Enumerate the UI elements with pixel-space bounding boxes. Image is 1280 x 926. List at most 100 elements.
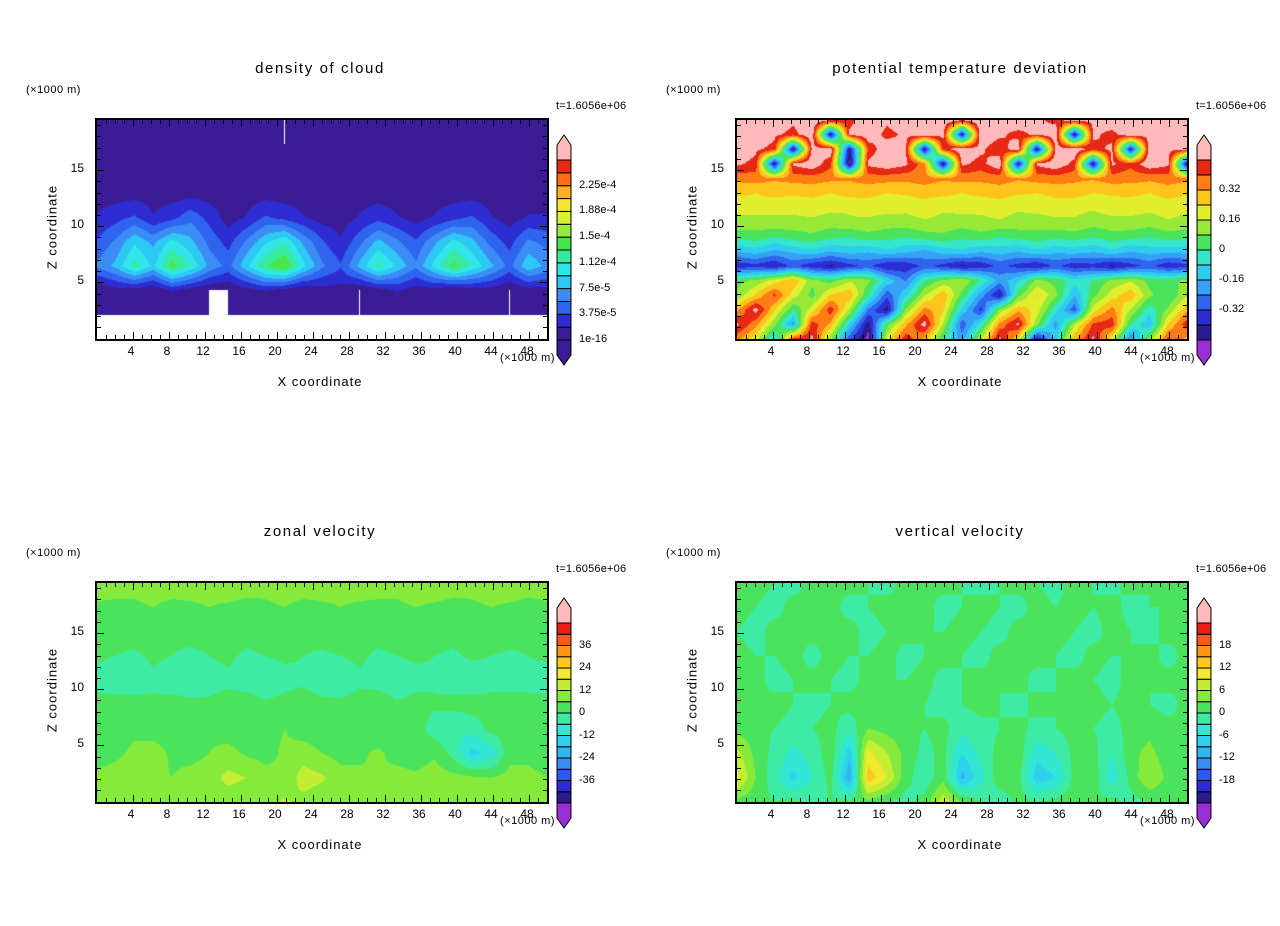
tick-mark xyxy=(231,335,233,339)
tick-mark xyxy=(1150,583,1152,587)
tick-mark xyxy=(447,120,449,124)
tick-mark xyxy=(1024,120,1026,127)
tick-mark xyxy=(474,798,476,802)
tick-mark xyxy=(1006,583,1008,587)
tick-mark xyxy=(276,795,278,802)
tick-mark xyxy=(543,767,547,769)
x-tick-label: 36 xyxy=(412,807,426,821)
tick-mark xyxy=(384,583,386,590)
tick-mark xyxy=(1183,327,1187,329)
tick-mark xyxy=(231,798,233,802)
tick-mark xyxy=(737,655,741,657)
tick-mark xyxy=(1060,795,1062,802)
tick-mark xyxy=(97,293,101,295)
tick-mark xyxy=(1042,583,1044,587)
tick-mark xyxy=(339,798,341,802)
tick-mark xyxy=(150,798,152,802)
tick-mark xyxy=(862,120,864,124)
tick-mark xyxy=(737,125,741,127)
tick-mark xyxy=(543,644,547,646)
colorbar-label: 1.5e-4 xyxy=(579,230,611,243)
tick-mark xyxy=(1183,293,1187,295)
tick-mark xyxy=(1183,756,1187,758)
x-tick-label: 44 xyxy=(1124,807,1138,821)
colorbar-label: 36 xyxy=(579,638,592,651)
tick-mark xyxy=(123,120,125,124)
y-tick-label: 10 xyxy=(70,679,84,694)
y-tick-label: 5 xyxy=(77,735,84,750)
tick-mark xyxy=(141,798,143,802)
tick-mark xyxy=(97,790,101,792)
tick-mark xyxy=(1042,335,1044,339)
tick-mark xyxy=(97,588,101,590)
x-tick-label: 32 xyxy=(1016,807,1030,821)
tick-mark xyxy=(835,120,837,124)
tick-mark xyxy=(195,798,197,802)
tick-mark xyxy=(240,332,242,339)
y-tick-label: 15 xyxy=(710,623,724,638)
tick-mark xyxy=(222,583,224,587)
tick-mark xyxy=(781,335,783,339)
axis-ticks xyxy=(97,583,547,802)
x-tick-label: 8 xyxy=(803,807,811,821)
tick-mark xyxy=(961,335,963,339)
tick-mark xyxy=(97,316,101,318)
tick-mark xyxy=(1183,316,1187,318)
tick-mark xyxy=(150,335,152,339)
tick-mark xyxy=(510,335,512,339)
tick-mark xyxy=(543,677,547,679)
tick-mark xyxy=(737,644,741,646)
tick-mark xyxy=(808,795,810,802)
tick-mark xyxy=(1123,335,1125,339)
plot-area xyxy=(95,118,549,341)
tick-mark xyxy=(543,304,547,306)
tick-mark xyxy=(438,335,440,339)
tick-mark xyxy=(97,756,101,758)
tick-mark xyxy=(1132,332,1134,339)
tick-mark xyxy=(880,120,882,127)
tick-mark xyxy=(1150,120,1152,124)
tick-mark xyxy=(781,120,783,124)
tick-mark xyxy=(898,583,900,587)
tick-mark xyxy=(988,583,990,590)
tick-mark xyxy=(97,271,101,273)
tick-mark xyxy=(294,120,296,124)
tick-mark xyxy=(97,599,101,601)
tick-mark xyxy=(543,136,547,138)
tick-mark xyxy=(168,795,170,802)
tick-mark xyxy=(979,335,981,339)
tick-mark xyxy=(285,335,287,339)
tick-mark xyxy=(781,798,783,802)
tick-mark xyxy=(402,120,404,124)
tick-mark xyxy=(519,798,521,802)
tick-mark xyxy=(213,583,215,587)
tick-mark xyxy=(429,120,431,124)
x-tick-label: 24 xyxy=(304,344,318,358)
tick-mark xyxy=(1015,335,1017,339)
y-tick-label: 5 xyxy=(717,272,724,287)
panel-zonal-velocity: zonal velocity (×1000 m) t=1.6056e+06 Z … xyxy=(0,463,640,926)
x-tick-label: 44 xyxy=(484,344,498,358)
tick-mark xyxy=(447,798,449,802)
tick-mark xyxy=(384,795,386,802)
colorbar-label: 2.25e-4 xyxy=(579,178,617,191)
tick-mark xyxy=(543,779,547,781)
y-tick-labels: 5 10 15 xyxy=(56,463,84,926)
tick-mark xyxy=(303,583,305,587)
tick-mark xyxy=(339,583,341,587)
tick-mark xyxy=(393,583,395,587)
tick-mark xyxy=(952,120,954,127)
tick-mark xyxy=(907,120,909,124)
colorbar-label: -36 xyxy=(579,773,595,786)
tick-mark xyxy=(97,745,104,747)
tick-mark xyxy=(483,335,485,339)
colorbar-over-arrow xyxy=(556,134,572,161)
tick-mark xyxy=(366,120,368,124)
tick-mark xyxy=(1180,282,1187,284)
tick-mark xyxy=(1015,798,1017,802)
tick-mark xyxy=(537,120,539,124)
tick-mark xyxy=(519,120,521,124)
time-label: t=1.6056e+06 xyxy=(1196,563,1267,575)
tick-mark xyxy=(979,583,981,587)
tick-mark xyxy=(979,120,981,124)
